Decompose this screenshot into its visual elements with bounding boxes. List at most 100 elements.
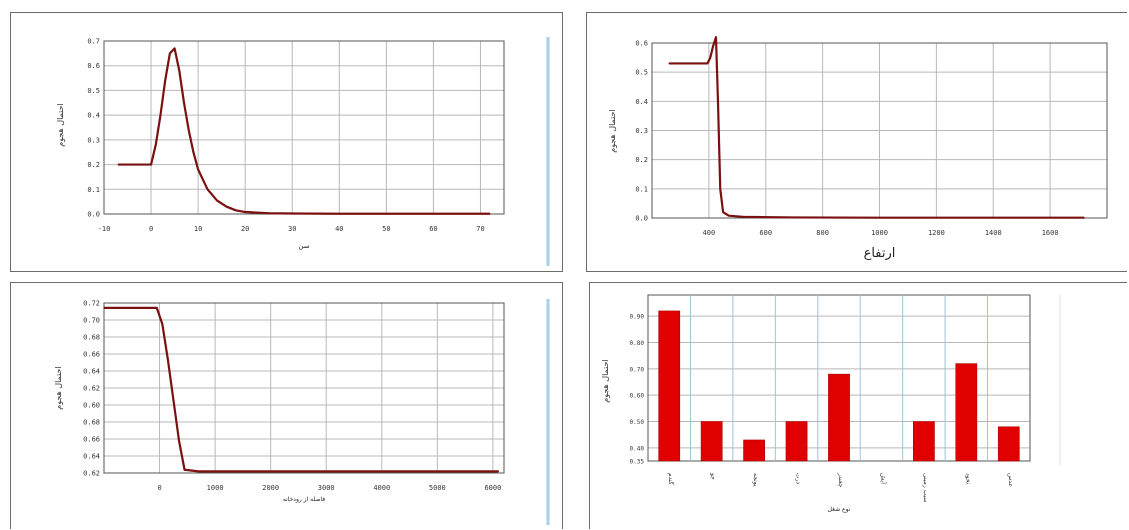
data-point [159, 114, 162, 116]
y-tick-label: 0.4 [635, 98, 648, 106]
data-point [242, 470, 244, 472]
y-tick-label: 0.62 [83, 470, 100, 478]
x-axis-title: نوع شغل [828, 506, 851, 513]
data-point [709, 56, 711, 59]
data-point [164, 79, 166, 82]
bar [785, 421, 808, 462]
data-point [225, 205, 227, 208]
y-axis-title: احتمال هجوم [608, 109, 617, 152]
data-point [728, 215, 730, 217]
age-chart-panel: 0.0 0.1 0.2 0.3 0.4 0.5 0.6 0.7 -10 0 10 20 30 40 50 60… [10, 12, 563, 272]
y-tick-label: 0.66 [83, 436, 100, 444]
elevation-chart: 0.0 0.1 0.2 0.3 0.4 0.5 0.6 400 600 800 1000 1200 14… [608, 36, 1108, 261]
data-point [715, 36, 717, 38]
x-category-label: ذرت [795, 473, 802, 485]
x-tick-label: 30 [288, 225, 296, 233]
data-point [722, 211, 724, 213]
x-category-label: چغندر [837, 472, 844, 488]
bar [913, 421, 935, 462]
data-point [992, 217, 994, 219]
x-tick-label: 0 [157, 484, 161, 492]
y-tick-label: 0.64 [83, 453, 100, 461]
x-category-label: یونجه [752, 473, 759, 487]
plot-frame [103, 40, 505, 215]
data-point [206, 188, 209, 190]
y-tick-label: 0.6 [635, 40, 648, 48]
age-chart: 0.0 0.1 0.2 0.3 0.4 0.5 0.6 0.7 -10 0 10 20 30 40 50 60… [56, 37, 550, 266]
data-point [178, 70, 180, 72]
y-tick-label: 0.1 [635, 185, 648, 193]
bar [658, 310, 681, 462]
data-point [878, 217, 881, 219]
data-point [169, 52, 171, 54]
data-point [161, 323, 163, 325]
y-tick-label: 0.60 [83, 402, 100, 410]
data-point [432, 213, 435, 215]
data-point [385, 213, 387, 215]
x-category-label: عدس [1007, 473, 1014, 487]
data-point [338, 213, 340, 215]
data-point [291, 212, 293, 215]
y-tick-label: 0.2 [635, 156, 648, 164]
data-point [155, 144, 157, 146]
data-point [706, 62, 709, 65]
data-point [1083, 217, 1085, 219]
y-tick-label: 0.7 [87, 38, 100, 46]
data-point [172, 399, 175, 401]
x-tick-label: 4000 [373, 484, 390, 492]
elevation-chart-panel: 0.0 0.1 0.2 0.3 0.4 0.5 0.6 400 600 800 1000 1200 14… [586, 12, 1127, 272]
bar [955, 363, 978, 462]
data-point [793, 216, 795, 219]
x-tick-label: 2000 [262, 484, 279, 492]
x-category-label: آیش [879, 473, 888, 484]
series-line [669, 36, 1085, 219]
data-point [197, 470, 200, 472]
data-point [719, 188, 721, 190]
y-tick-label: 0.64 [83, 368, 100, 376]
data-point [244, 211, 246, 213]
x-tick-label: 40 [335, 225, 343, 233]
x-tick-label: 400 [703, 229, 716, 237]
x-tick-label: 1600 [1042, 229, 1059, 237]
data-point [183, 469, 186, 471]
bar [743, 439, 765, 462]
data-point [742, 216, 744, 218]
y-tick-label: 0.5 [635, 69, 648, 77]
y-tick-label: 0.68 [83, 419, 100, 427]
y-tick-label: 0.0 [635, 215, 648, 223]
x-tick-label: 1400 [985, 229, 1002, 237]
data-point [268, 212, 270, 214]
x-tick-label: 1200 [928, 229, 945, 237]
data-point [150, 163, 152, 166]
y-tick-label: 0.68 [83, 334, 100, 342]
y-tick-label: 0.66 [83, 351, 100, 359]
data-point [167, 359, 169, 361]
data-point [216, 199, 218, 202]
x-category-label: جو [710, 472, 717, 480]
data-point [235, 209, 237, 211]
y-tick-label: 0.80 [630, 340, 645, 347]
x-axis-title: سن [298, 242, 309, 250]
x-tick-label: 1000 [871, 229, 888, 237]
plot-frame [103, 302, 505, 474]
y-axis-title: احتمال هجوم [601, 359, 610, 402]
x-tick-label: 6000 [484, 484, 501, 492]
data-point [489, 213, 491, 215]
data-point [173, 47, 176, 50]
x-tick-label: 3000 [318, 484, 335, 492]
bar [997, 426, 1020, 462]
y-tick-label: 0.35 [630, 459, 645, 466]
series-line [104, 306, 499, 473]
x-axis-title: ارتفاع [864, 246, 896, 261]
y-tick-label: 0.4 [87, 112, 100, 120]
x-tick-label: 20 [241, 225, 249, 233]
x-category-label: گندم [667, 473, 675, 485]
x-tick-label: 60 [429, 225, 437, 233]
data-point [325, 470, 327, 472]
x-tick-label: 600 [759, 229, 772, 237]
x-tick-label: -10 [98, 225, 111, 233]
job-type-chart: 0.35 0.40 0.50 0.60 0.70 0.80 0.90 گندم جو یونجه ذ… [601, 294, 1061, 513]
river-distance-chart-panel: 0.62 0.64 0.66 0.68 0.60 0.62 0.64 0.66 0.68 0.70… [10, 282, 563, 529]
data-point [103, 307, 105, 309]
x-tick-label: 50 [382, 225, 390, 233]
